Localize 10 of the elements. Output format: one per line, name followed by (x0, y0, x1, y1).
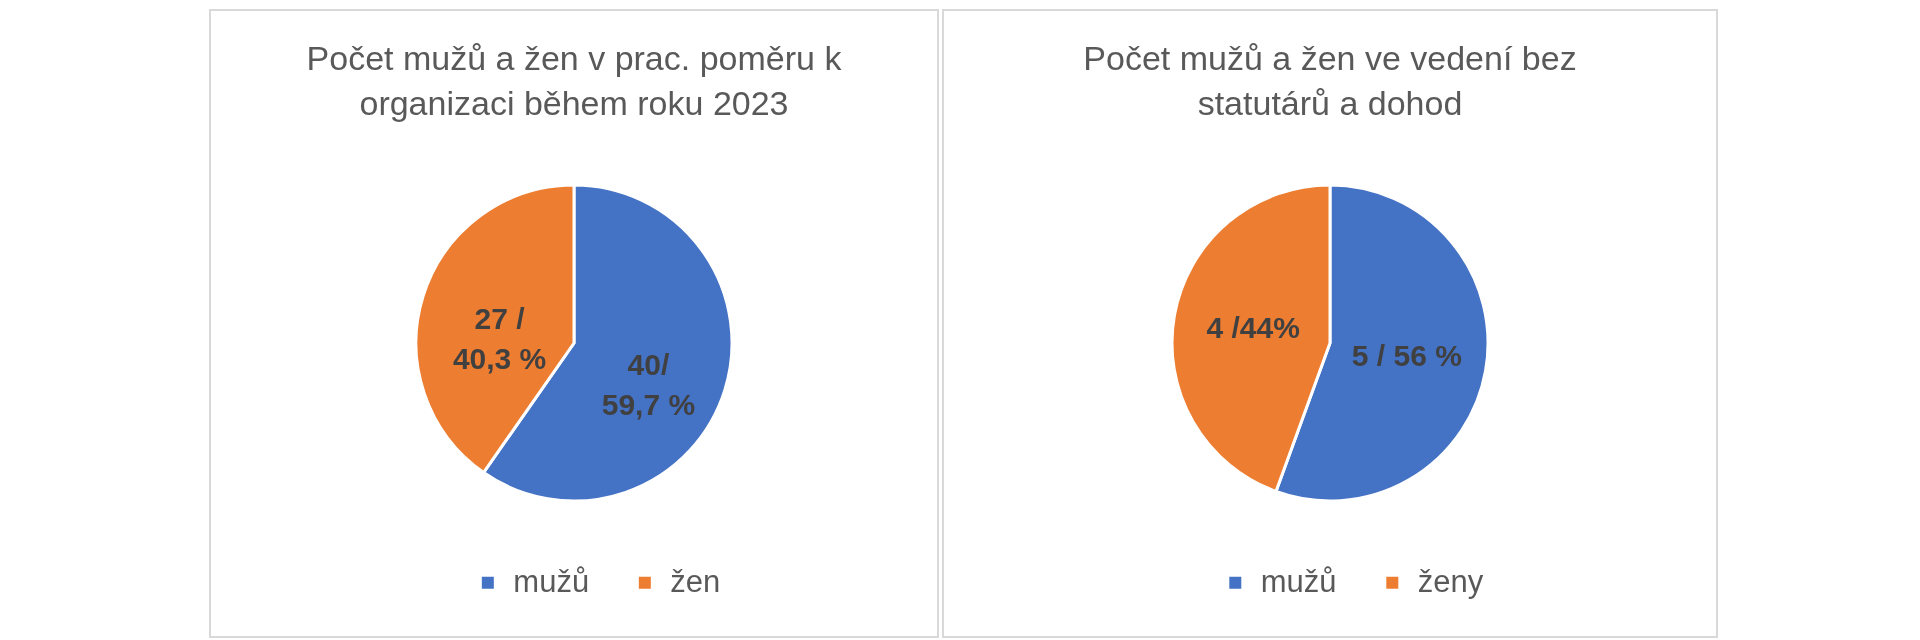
chart-title: Počet mužů a žen ve vedení bez statutárů a dohod (1083, 39, 1577, 122)
legend-label: mužů (1260, 563, 1337, 599)
data-label: 27 / 40,3 % (452, 301, 547, 375)
legend-label: ženy (1417, 563, 1484, 599)
chart-title: Počet mužů a žen v prac. poměru k organizaci během roku 2023 (306, 39, 843, 122)
data-label: 4 /44% (1206, 311, 1300, 345)
legend-label: mužů (513, 563, 590, 599)
legend-label: žen (670, 563, 721, 599)
data-label: 5 / 56 % (1351, 338, 1462, 372)
data-label: 40/ 59,7 % (601, 348, 696, 422)
